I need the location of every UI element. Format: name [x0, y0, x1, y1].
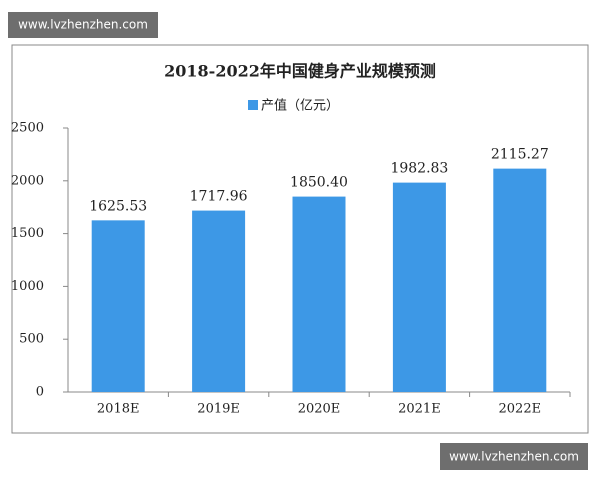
value-label: 1717.96 — [190, 189, 248, 205]
x-tick-label: 2021E — [398, 402, 441, 417]
x-tick-label: 2022E — [499, 402, 542, 417]
watermark-box — [440, 443, 588, 470]
y-tick-label: 2500 — [11, 121, 44, 136]
chart-title: 2018-2022年中国健身产业规模预测 — [164, 62, 436, 81]
watermark: www.lvzhenzhen.com — [449, 450, 579, 464]
y-tick-label: 1000 — [11, 279, 44, 294]
bar — [292, 196, 346, 392]
legend-swatch — [248, 100, 258, 110]
x-tick-label: 2019E — [197, 402, 240, 417]
y-tick-label: 0 — [36, 385, 44, 400]
value-label: 1850.40 — [290, 175, 348, 191]
x-tick-label: 2018E — [97, 402, 140, 417]
bar — [192, 210, 246, 392]
watermark-box — [8, 12, 158, 38]
bar — [91, 220, 145, 392]
watermark: www.lvzhenzhen.com — [18, 18, 148, 32]
legend-label: 产值（亿元） — [261, 98, 339, 114]
value-label: 1982.83 — [390, 161, 448, 177]
y-tick-label: 1500 — [11, 226, 44, 241]
y-tick-label: 2000 — [11, 173, 44, 188]
y-tick-label: 500 — [19, 332, 44, 347]
bar — [493, 168, 547, 392]
value-label: 2115.27 — [491, 147, 549, 163]
x-tick-label: 2020E — [298, 402, 341, 417]
bar — [392, 182, 446, 392]
value-label: 1625.53 — [89, 198, 147, 214]
